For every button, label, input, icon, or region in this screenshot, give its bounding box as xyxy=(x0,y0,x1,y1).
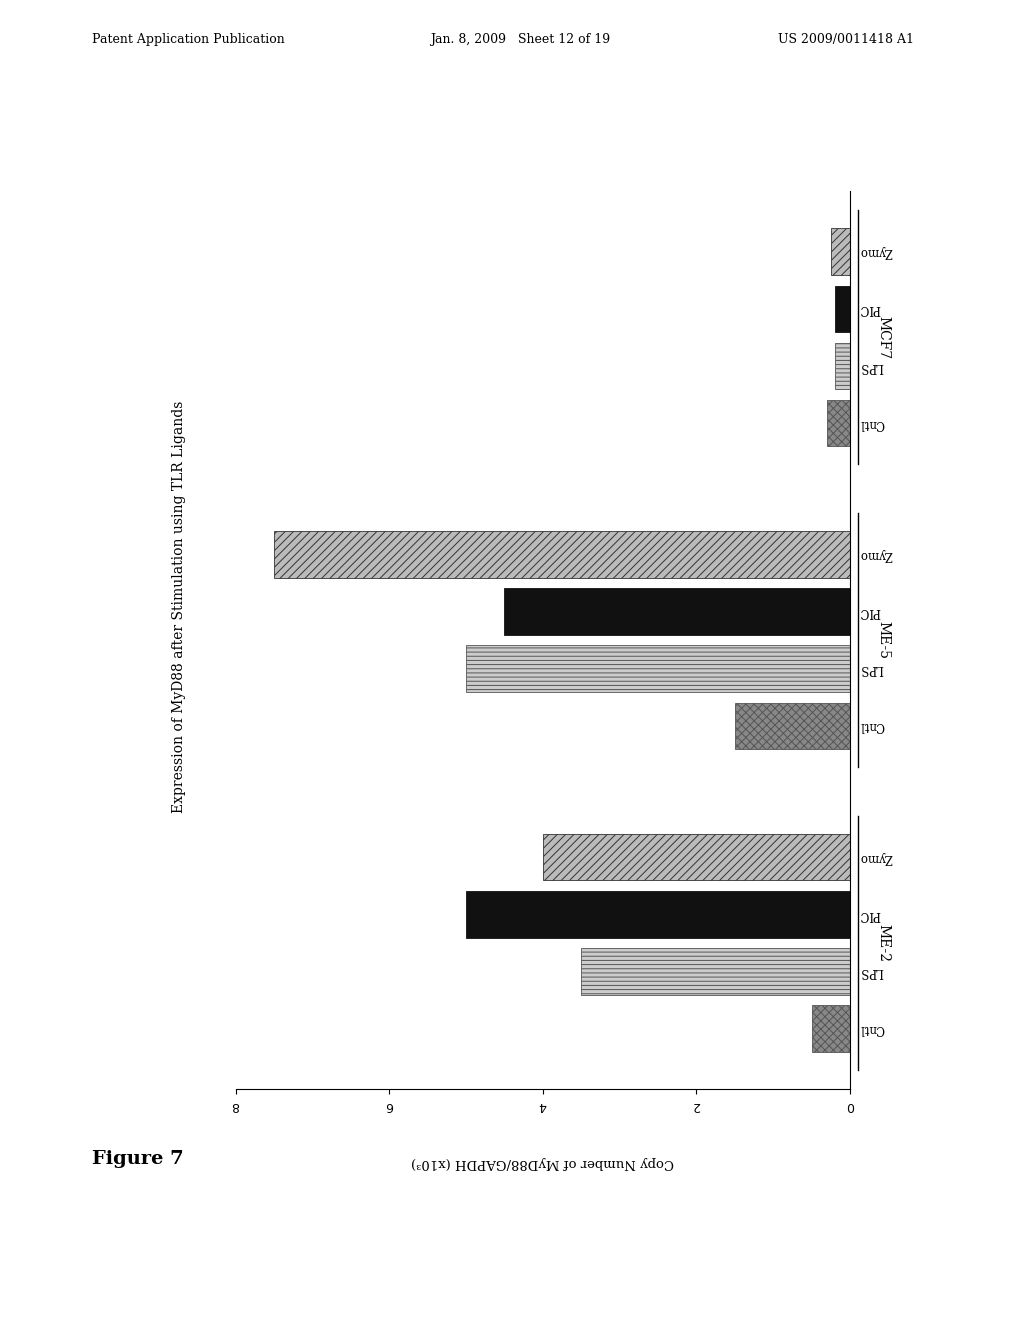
Bar xyxy=(830,228,850,275)
Bar xyxy=(811,1006,850,1052)
Bar xyxy=(273,531,850,578)
Text: US 2009/0011418 A1: US 2009/0011418 A1 xyxy=(778,33,914,46)
Bar xyxy=(466,891,850,937)
Text: Expression of MyD88 after Stimulation using TLR Ligands: Expression of MyD88 after Stimulation us… xyxy=(172,401,186,813)
Text: PIC: PIC xyxy=(859,908,881,921)
Text: Cntl: Cntl xyxy=(859,1022,884,1035)
Text: Jan. 8, 2009   Sheet 12 of 19: Jan. 8, 2009 Sheet 12 of 19 xyxy=(430,33,610,46)
Text: Cntl: Cntl xyxy=(859,719,884,733)
Bar xyxy=(835,343,850,389)
Text: PIC: PIC xyxy=(859,302,881,315)
Text: LPS: LPS xyxy=(859,965,883,978)
Text: Zymo: Zymo xyxy=(859,850,892,863)
Text: Zymo: Zymo xyxy=(859,548,892,561)
Text: LPS: LPS xyxy=(859,359,883,372)
Text: Patent Application Publication: Patent Application Publication xyxy=(92,33,285,46)
Bar xyxy=(504,589,850,635)
Text: Cntl: Cntl xyxy=(859,417,884,430)
Bar xyxy=(827,400,850,446)
Text: ME-5: ME-5 xyxy=(877,622,891,659)
Bar xyxy=(466,645,850,692)
Bar xyxy=(735,702,850,750)
Text: Figure 7: Figure 7 xyxy=(92,1150,183,1168)
Text: LPS: LPS xyxy=(859,663,883,676)
Bar xyxy=(835,285,850,333)
Bar xyxy=(543,834,850,880)
X-axis label: Copy Number of MyD88/GAPDH (x10³): Copy Number of MyD88/GAPDH (x10³) xyxy=(412,1156,674,1170)
Text: MCF7: MCF7 xyxy=(877,315,891,359)
Bar xyxy=(581,948,850,995)
Text: Zymo: Zymo xyxy=(859,246,892,259)
Text: PIC: PIC xyxy=(859,605,881,618)
Text: ME-2: ME-2 xyxy=(877,924,891,962)
